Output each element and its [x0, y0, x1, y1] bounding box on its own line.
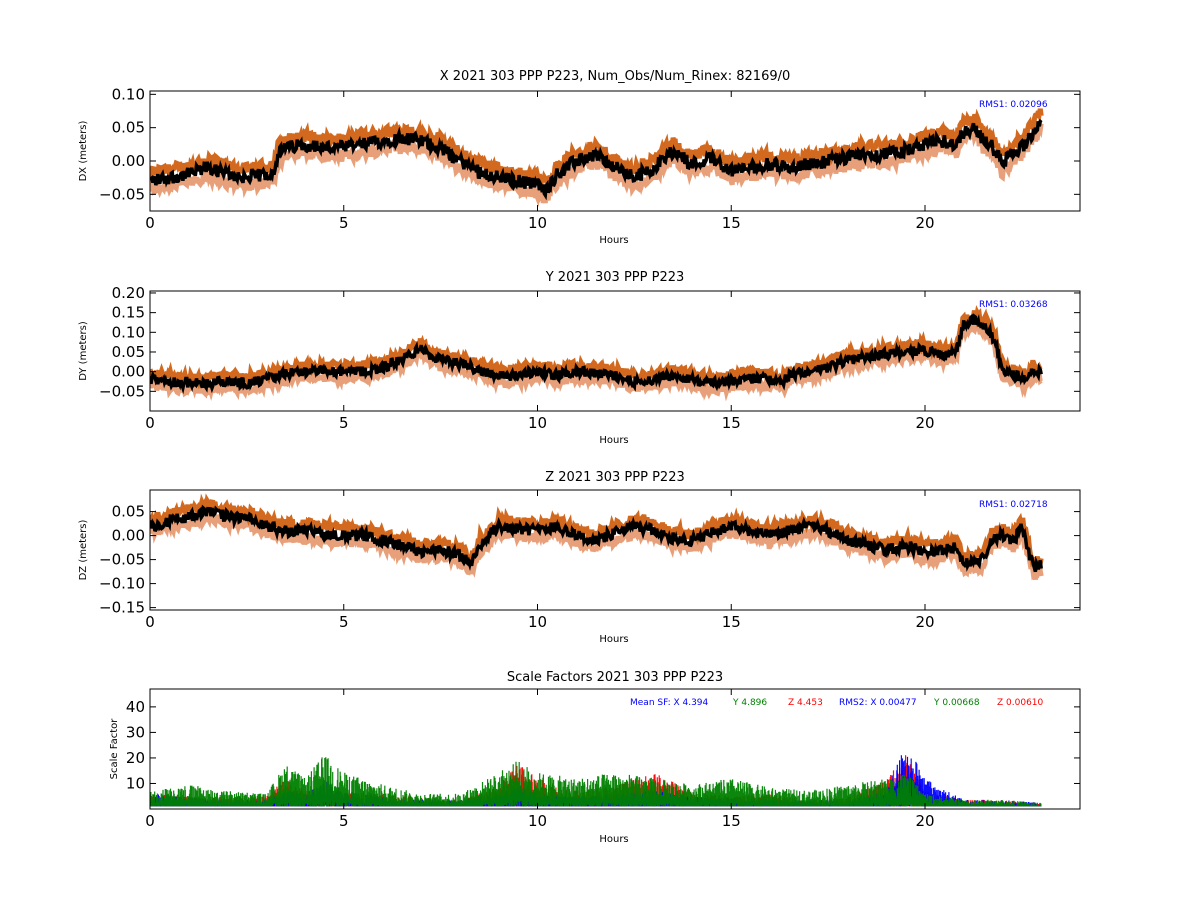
y-tick-label: −0.15	[99, 599, 145, 617]
x-tick-label: 20	[915, 812, 934, 830]
mean-sf-y: Y 4.896	[732, 698, 767, 708]
rms2-z: Z 0.00610	[997, 698, 1044, 708]
rms-annotation: RMS1: 0.03268	[979, 300, 1048, 310]
scatter-series	[150, 757, 1042, 807]
y-axis-label: DX (meters)	[78, 120, 89, 181]
x-tick-label: 5	[339, 613, 349, 631]
y-tick-label: 0.05	[112, 503, 145, 521]
panel-title: Z 2021 303 PPP P223	[545, 470, 685, 485]
x-tick-label: 10	[528, 414, 547, 432]
y-tick-label: −0.05	[99, 382, 145, 400]
y-tick-label: 30	[126, 723, 145, 741]
y-tick-label: 20	[126, 749, 145, 767]
y-tick-label: 40	[126, 698, 145, 716]
x-axis-label: Hours	[599, 834, 628, 845]
plot-frame	[149, 688, 1081, 810]
x-tick-label: 5	[339, 214, 349, 232]
y-tick-label: 0.00	[112, 363, 145, 381]
rms2-x: RMS2: X 0.00477	[839, 698, 917, 708]
y-tick-label: 0.00	[112, 152, 145, 170]
rms2-y: Y 0.00668	[933, 698, 980, 708]
x-tick-label: 15	[722, 414, 741, 432]
rms-annotation: RMS1: 0.02718	[979, 500, 1048, 510]
x-tick-label: 20	[915, 613, 934, 631]
sf-annotation: Mean SF: X 4.394 Y 4.896 Z 4.453 RMS2: X…	[630, 698, 1044, 708]
panel-title: Y 2021 303 PPP P223	[545, 270, 685, 285]
x-tick-label: 0	[145, 812, 155, 830]
x-axis-label: Hours	[599, 235, 628, 246]
rms-annotation: RMS1: 0.02096	[979, 100, 1048, 110]
panel-title: X 2021 303 PPP P223, Num_Obs/Num_Rinex: …	[440, 69, 791, 84]
lower-bound-band	[150, 322, 1043, 402]
y-tick-label: 0.05	[112, 343, 145, 361]
y-axis-label: DZ (meters)	[78, 519, 89, 580]
panel-dx: X 2021 303 PPP P223, Num_Obs/Num_Rinex: …	[78, 69, 1081, 246]
x-tick-label: 10	[528, 613, 547, 631]
lower-bound-band	[150, 506, 1044, 581]
y-tick-label: −0.05	[99, 551, 145, 569]
panel-dz: Z 2021 303 PPP P223 0 5 10 15 20 −0.15 −0.10 −0…	[78, 470, 1081, 645]
y-tick-label: 0.10	[112, 323, 145, 341]
x-axis-label: Hours	[599, 634, 628, 645]
series-line	[150, 313, 1043, 395]
y-tick-label: 0.00	[112, 527, 145, 545]
panel-scale-factors: Scale Factors 2021 303 PPP P223 0 5 10 15 20…	[109, 670, 1081, 845]
y-tick-label: −0.05	[99, 185, 145, 203]
x-tick-label: 10	[528, 812, 547, 830]
y-tick-label: 10	[126, 774, 145, 792]
mean-sf-x: Mean SF: X 4.394	[630, 698, 709, 708]
x-tick-label: 20	[915, 414, 934, 432]
y-tick-label: 0.10	[112, 85, 145, 103]
y-axis-label: Scale Factor	[109, 718, 120, 780]
x-tick-label: 5	[339, 812, 349, 830]
plot-frame	[149, 90, 1081, 212]
y-tick-label: 0.05	[112, 119, 145, 137]
x-tick-label: 15	[722, 613, 741, 631]
mean-sf-z: Z 4.453	[788, 698, 823, 708]
series-line	[150, 118, 1043, 201]
plot-frame	[149, 290, 1081, 412]
y-tick-label: 0.20	[112, 284, 145, 302]
panel-title: Scale Factors 2021 303 PPP P223	[507, 670, 723, 685]
x-axis-label: Hours	[599, 435, 628, 446]
x-tick-label: 0	[145, 414, 155, 432]
y-tick-label: 0.15	[112, 304, 145, 322]
panel-dy: Y 2021 303 PPP P223 0 5 10 15 20 −0.050.00 0.0…	[78, 270, 1081, 446]
plot-frame	[149, 489, 1081, 611]
y-tick-label: −0.10	[99, 575, 145, 593]
series-line	[150, 504, 1043, 573]
x-tick-label: 0	[145, 613, 155, 631]
x-tick-label: 15	[722, 812, 741, 830]
x-tick-label: 20	[915, 214, 934, 232]
x-tick-label: 10	[528, 214, 547, 232]
scatter-points	[150, 757, 1042, 807]
y-axis-label: DY (meters)	[78, 321, 89, 381]
x-tick-label: 5	[339, 414, 349, 432]
x-tick-label: 15	[722, 214, 741, 232]
x-tick-label: 0	[145, 214, 155, 232]
